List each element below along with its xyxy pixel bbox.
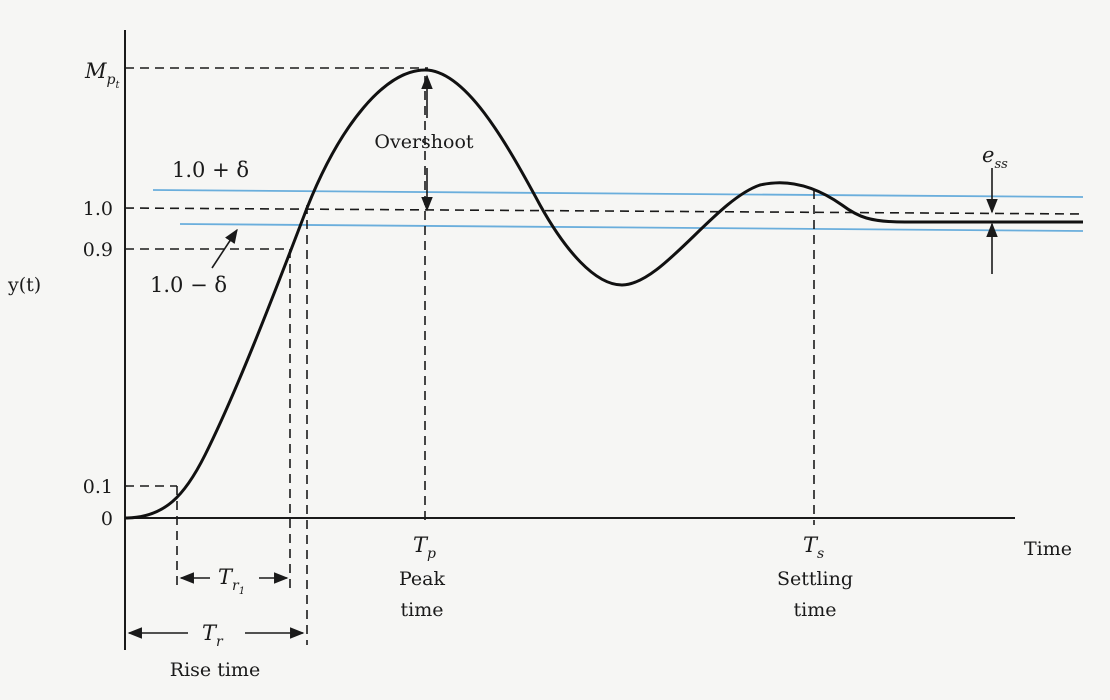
zero-tick-label: 0 <box>101 508 113 530</box>
lower-band-label: 1.0 − δ <box>150 273 227 297</box>
upper-band-line <box>152 189 1084 198</box>
ts-name-line1: Settling <box>777 568 853 590</box>
ts-symbol: Ts <box>803 533 824 562</box>
setpoint-dashed-line <box>124 207 1084 215</box>
rise-time-label: Rise time <box>170 659 260 681</box>
ess-label: ess <box>982 143 1008 172</box>
tp-name-line2: time <box>401 599 444 621</box>
response-curve <box>124 68 1083 520</box>
upper-band-label: 1.0 + δ <box>172 158 249 182</box>
y-axis-label: y(t) <box>7 274 41 296</box>
tr-symbol: Tr <box>202 621 224 650</box>
one-tick-label: 1.0 <box>83 198 113 220</box>
lower-band-pointer-arrow <box>211 228 238 269</box>
lower-band-line <box>179 223 1084 232</box>
overshoot-label: Overshoot <box>374 131 474 153</box>
tp-symbol: Tp <box>413 533 436 562</box>
ten-tick-label: 0.1 <box>83 476 113 498</box>
x-axis-label: Time <box>1024 538 1072 560</box>
tr1-symbol: Tr1 <box>218 565 245 597</box>
ninety-tick-label: 0.9 <box>83 239 113 261</box>
tp-name-line1: Peak <box>399 568 446 590</box>
ts-name-line2: time <box>794 599 837 621</box>
mp-tick-label: Mpt <box>84 59 120 91</box>
